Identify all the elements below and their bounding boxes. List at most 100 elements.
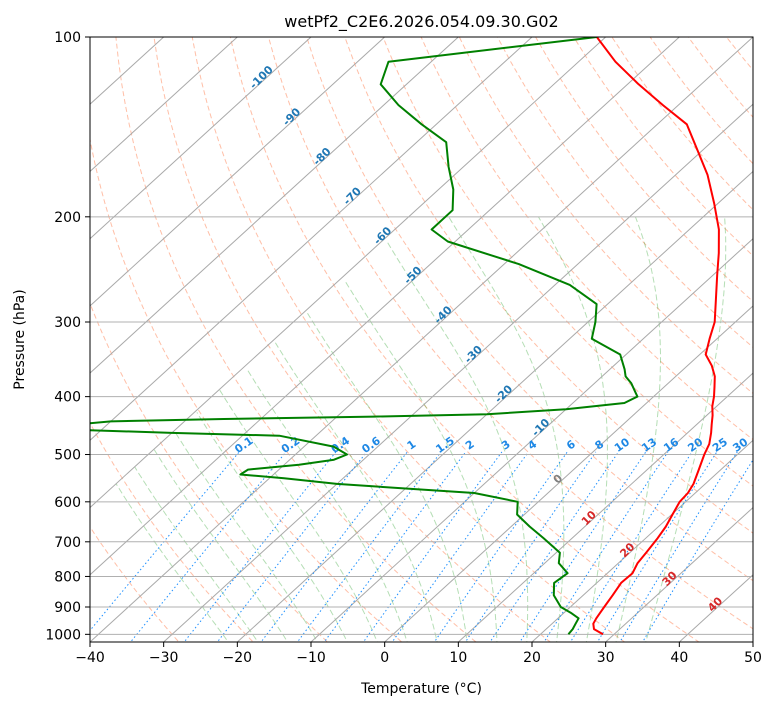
- y-axis-label: Pressure (hPa): [12, 289, 28, 389]
- mixing-ratio-line: [183, 451, 337, 642]
- dry-adiabat-line: [535, 37, 753, 303]
- mixing-ratio-line: [543, 451, 669, 642]
- y-axis: 100 200 300 400 500 600 700 800 900 1000: [45, 30, 90, 643]
- x-tick-label: 10: [449, 650, 467, 666]
- dry-adiabat-line: [306, 37, 753, 582]
- y-tick-label: 800: [54, 569, 81, 585]
- mixing-ratio-line: [489, 451, 619, 642]
- y-tick-label: 200: [54, 210, 81, 226]
- dry-adiabat-line: [726, 37, 753, 71]
- mixing-ratio-line: [129, 451, 287, 642]
- dry-adiabat-line: [115, 37, 477, 642]
- mixing-ratio-line: [391, 451, 529, 642]
- isotherm-line: [90, 37, 165, 105]
- moist-adiabat-line: [615, 216, 661, 642]
- mixing-ratio-label: 0.4: [329, 434, 353, 456]
- isotherm-label: -90: [280, 105, 303, 128]
- mixing-ratio-label: 20: [685, 435, 705, 455]
- mixing-ratio-line: [519, 451, 647, 642]
- x-tick-label: −20: [223, 650, 253, 666]
- isotherm-label: -60: [371, 224, 394, 247]
- isotherm-line: [383, 305, 753, 642]
- moist-adiabat-line: [246, 369, 408, 642]
- isotherm-label: -10: [529, 416, 552, 439]
- moist-adiabat-line: [153, 449, 289, 642]
- y-tick-label: 100: [54, 30, 81, 46]
- dry-adiabat-line: [268, 37, 753, 630]
- x-tick-label: −10: [296, 650, 326, 666]
- isotherm-line: [531, 439, 753, 642]
- mixing-ratio-line: [90, 451, 240, 632]
- mixing-ratio-line: [260, 451, 408, 642]
- dry-adiabat-line: [420, 37, 753, 441]
- isotherm-line: [90, 37, 681, 576]
- isotherm-label: -40: [432, 303, 455, 326]
- plot-frame: [89, 36, 754, 643]
- dry-adiabat-line: [765, 37, 775, 647]
- mixing-ratio-label: 10: [612, 435, 632, 455]
- isotherm-line: [90, 37, 239, 173]
- moist-adiabat-line: [196, 412, 348, 642]
- mixing-ratio-label: 6: [564, 437, 578, 452]
- isotherm-line: [457, 372, 753, 642]
- x-tick-label: −30: [149, 650, 179, 666]
- isotherm-line: [90, 37, 386, 307]
- mixing-ratio-line: [596, 451, 718, 642]
- moist-adiabat-line: [343, 279, 498, 642]
- dewpoint-trace: [90, 37, 639, 635]
- isotherm-line: [310, 237, 753, 642]
- mixing-ratio-label: 13: [639, 435, 659, 454]
- line-labels: 0.1 0.2 0.4 0.6 1 1.5 2 3 4 6 8 10 13 16 20 25 30 36-100-…: [232, 63, 771, 615]
- background-lines: [90, 37, 775, 647]
- y-tick-label: 1000: [45, 627, 81, 643]
- mixing-ratio-label: 30: [730, 435, 750, 455]
- y-tick-label: 900: [54, 600, 81, 616]
- mixing-ratio-line: [619, 451, 738, 642]
- x-tick-label: 30: [597, 650, 615, 666]
- isotherm-label: -70: [341, 184, 364, 207]
- mixing-ratio-line: [433, 451, 568, 642]
- mixing-ratio-line: [296, 451, 442, 642]
- isotherm-line: [90, 37, 312, 240]
- mixing-ratio-line: [323, 451, 467, 642]
- mixing-ratio-line: [362, 451, 503, 642]
- dry-adiabat-line: [496, 37, 753, 348]
- isotherm-line: [90, 37, 460, 374]
- mixing-ratio-label: 25: [710, 435, 730, 454]
- y-tick-label: 400: [54, 390, 81, 406]
- x-tick-label: 50: [744, 650, 762, 666]
- isotherm-line: [90, 37, 533, 442]
- mixing-ratio-line: [642, 458, 753, 642]
- isotherm-line: [752, 641, 753, 642]
- isotherm-label: -100: [247, 63, 276, 92]
- x-tick-label: 40: [670, 650, 688, 666]
- moist-adiabat-line: [645, 216, 727, 642]
- isotherm-label: 10: [579, 508, 599, 528]
- mixing-ratio-label: 3: [499, 438, 513, 453]
- isotherm-label: -30: [462, 343, 485, 366]
- dry-adiabat-line: [458, 37, 753, 394]
- x-tick-label: 20: [523, 650, 541, 666]
- dry-adiabat-line: [153, 37, 552, 642]
- dry-adiabat-line: [90, 421, 254, 642]
- isotherm-line: [90, 37, 753, 642]
- mixing-ratio-line: [216, 451, 368, 642]
- moist-adiabat-line: [115, 483, 229, 642]
- y-tick-label: 300: [54, 315, 81, 331]
- sounding-traces: [90, 37, 720, 636]
- mixing-ratio-label: 16: [661, 435, 681, 455]
- x-tick-label: −40: [75, 650, 105, 666]
- chart-title: wetPf2_C2E6.2026.054.09.30.G02: [284, 12, 558, 32]
- dry-adiabat-line: [649, 37, 753, 165]
- dry-adiabat-line: [573, 37, 753, 257]
- mixing-ratio-label: 36: [751, 435, 771, 455]
- x-axis: −40 −30 −20 −10 0 10 20 30 40 50: [75, 642, 762, 666]
- dry-adiabat-line: [687, 37, 753, 118]
- x-axis-label: Temperature (°C): [360, 681, 482, 697]
- isotherm-label: -80: [310, 145, 333, 168]
- isotherm-line: [604, 506, 753, 642]
- mixing-ratio-label: 0.1: [232, 434, 255, 456]
- mixing-ratio-label: 2: [463, 438, 477, 453]
- y-tick-label: 700: [54, 535, 81, 551]
